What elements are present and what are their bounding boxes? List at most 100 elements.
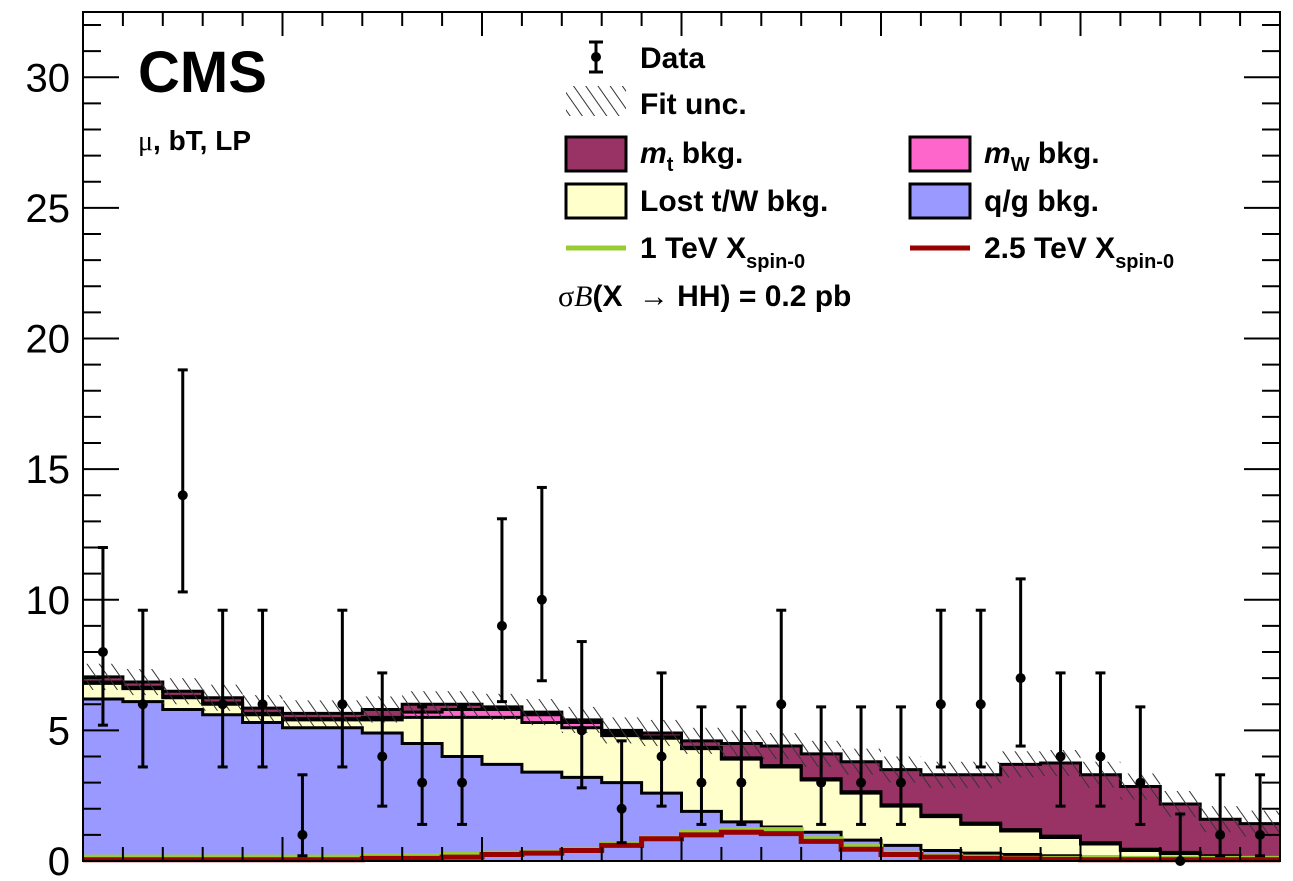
legend-mt: mt bkg. <box>564 135 743 176</box>
data-marker <box>297 829 308 840</box>
data-marker <box>736 777 747 788</box>
data-marker <box>576 725 587 736</box>
y-tick-label: 20 <box>26 318 71 362</box>
data-point <box>1095 671 1106 808</box>
y-tick-label: 5 <box>48 709 70 753</box>
bar-qg <box>521 772 563 861</box>
data-point <box>736 705 747 826</box>
data-point <box>257 608 268 769</box>
data-marker <box>337 699 348 710</box>
data-point <box>496 517 507 704</box>
y-tick-label: 0 <box>48 840 70 881</box>
selection-greek: μ <box>138 126 153 157</box>
data-point <box>536 485 547 683</box>
y-tick-label: 15 <box>26 448 71 492</box>
data-marker <box>1255 829 1266 840</box>
data-point <box>337 608 348 769</box>
legend-mw: mW bkg. <box>908 135 1100 176</box>
unc-bin <box>282 700 323 727</box>
data-marker <box>417 777 428 788</box>
data-point <box>457 705 468 826</box>
selection-text: , bT, LP <box>153 125 251 156</box>
data-point <box>776 608 787 769</box>
data-marker <box>975 699 986 710</box>
data-point <box>856 705 867 826</box>
data-marker <box>457 777 468 788</box>
legend-mt-label: mt bkg. <box>640 137 743 176</box>
bar-qg <box>162 709 204 861</box>
data-marker <box>377 751 388 762</box>
data-point <box>177 368 188 594</box>
legend-qg: q/g bkg. <box>908 182 1099 220</box>
legend-lost-label: Lost t/W bkg. <box>640 185 828 218</box>
legend-data: Data <box>589 40 705 75</box>
data-point <box>137 608 148 769</box>
legend-lost: Lost t/W bkg. <box>564 182 828 220</box>
legend-fit-unc: Fit unc. <box>566 86 747 121</box>
data-marker <box>776 699 787 710</box>
data-marker <box>856 777 867 788</box>
data-marker <box>1135 777 1146 788</box>
data-point <box>895 705 906 826</box>
data-marker <box>257 699 268 710</box>
data-marker <box>1055 751 1066 762</box>
data-marker <box>496 620 507 631</box>
legend-sig1: 1 TeV Xspin-0 <box>566 232 805 273</box>
data-point <box>975 608 986 769</box>
data-marker <box>1215 829 1226 840</box>
legend-sig2: 2.5 TeV Xspin-0 <box>910 232 1174 273</box>
legend: Data Fit unc. mt bkg. mW bkg. Lost t/W b… <box>558 40 1174 313</box>
y-tick-labels: 0 5 10 15 20 25 30 <box>26 56 71 881</box>
data-points <box>97 368 1266 866</box>
axis-ticks <box>82 12 1281 862</box>
data-marker <box>1095 751 1106 762</box>
data-point <box>1255 773 1266 858</box>
data-point <box>576 640 587 790</box>
unc-bin <box>601 717 642 744</box>
y-tick-label: 10 <box>26 579 71 623</box>
y-tick-label: 30 <box>26 56 71 100</box>
data-marker <box>656 751 667 762</box>
selection-label: μ, bT, LP <box>138 125 251 157</box>
data-point <box>217 608 228 769</box>
unc-bin <box>521 699 562 726</box>
unc-bin <box>162 678 203 705</box>
data-point <box>616 739 627 845</box>
data-point <box>696 705 707 826</box>
legend-sig1-label: 1 TeV Xspin-0 <box>640 232 805 273</box>
data-marker <box>536 594 547 605</box>
data-marker <box>816 777 827 788</box>
y-tick-label: 25 <box>26 187 71 231</box>
legend-fit-unc-label: Fit unc. <box>640 88 747 121</box>
legend-data-label: Data <box>640 42 705 75</box>
data-point <box>417 705 428 826</box>
data-point <box>97 546 108 727</box>
data-marker <box>696 777 707 788</box>
data-marker <box>935 699 946 710</box>
data-point <box>935 608 946 769</box>
data-point <box>1055 671 1066 808</box>
data-marker <box>895 777 906 788</box>
fit-uncertainty-band <box>83 663 1280 837</box>
data-point <box>816 705 827 826</box>
data-marker <box>137 699 148 710</box>
data-marker <box>616 803 627 814</box>
data-marker <box>1015 673 1026 684</box>
bar-lost <box>1120 850 1161 861</box>
data-point <box>1215 773 1226 858</box>
legend-mw-label: mW bkg. <box>984 137 1100 176</box>
data-marker <box>177 490 188 501</box>
unc-bin <box>1000 751 1041 778</box>
data-point <box>297 773 308 858</box>
xsec-label: σB(X → HH) = 0.2 pb <box>558 280 851 313</box>
legend-qg-label: q/g bkg. <box>984 185 1099 218</box>
bar-qg <box>482 764 523 861</box>
data-marker <box>217 699 228 710</box>
data-point <box>1015 577 1026 748</box>
legend-sig2-label: 2.5 TeV Xspin-0 <box>984 232 1174 273</box>
data-point <box>656 671 667 808</box>
data-point <box>1135 705 1146 826</box>
experiment-label: CMS <box>138 40 267 105</box>
data-point <box>377 671 388 808</box>
